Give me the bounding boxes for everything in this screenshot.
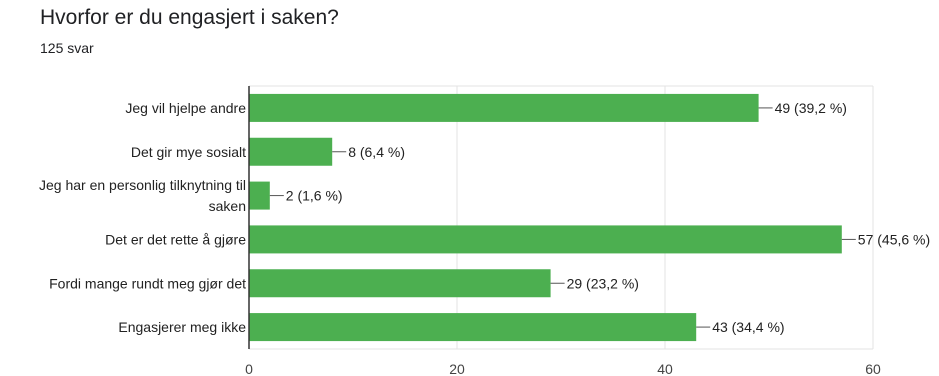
x-tick-label: 60	[865, 361, 881, 376]
data-label: 2 (1,6 %)	[286, 188, 343, 204]
x-tick-label: 20	[449, 361, 465, 376]
labels: 0 20 40 60 49 (39,2 %) Jeg vil hjelpe andre 8 …	[39, 100, 930, 376]
bar	[249, 137, 333, 166]
data-label: 29 (23,2 %)	[567, 275, 639, 291]
category-label: Det er det rette å gjøre	[105, 231, 246, 247]
x-tick-label: 0	[245, 361, 253, 376]
x-tick-label: 40	[657, 361, 673, 376]
data-label: 49 (39,2 %)	[775, 100, 847, 116]
bar	[249, 225, 842, 254]
bar	[249, 181, 270, 210]
data-label: 43 (34,4 %)	[712, 319, 784, 335]
category-label: Engasjerer meg ikke	[118, 319, 246, 335]
grid-lines	[249, 85, 874, 350]
response-count: 125 svar	[40, 40, 94, 56]
bar	[249, 313, 697, 342]
category-label: Jeg vil hjelpe andre	[125, 100, 246, 116]
data-label: 57 (45,6 %)	[858, 231, 930, 247]
category-label: Det gir mye sosialt	[131, 144, 246, 160]
data-label: 8 (6,4 %)	[348, 144, 405, 160]
bar	[249, 93, 759, 122]
bars	[249, 93, 842, 342]
category-label: Fordi mange rundt meg gjør det	[49, 275, 246, 291]
category-label: Jeg har en personlig tilknytning til sake…	[39, 177, 246, 214]
chart-title: Hvorfor er du engasjert i saken?	[40, 6, 339, 29]
bar	[249, 269, 551, 298]
